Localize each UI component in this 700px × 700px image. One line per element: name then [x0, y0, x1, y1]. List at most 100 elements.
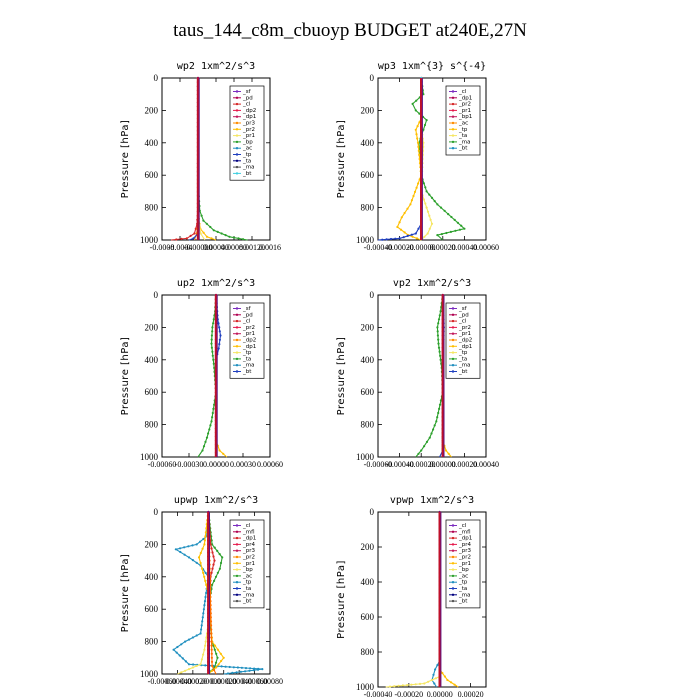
- data-point: [211, 416, 214, 419]
- data-point: [436, 330, 439, 333]
- legend-marker: [235, 364, 239, 367]
- legend-marker: [235, 165, 239, 169]
- data-point: [199, 551, 202, 555]
- data-point: [192, 237, 195, 240]
- data-point: [211, 326, 214, 329]
- y-tick-label: 200: [145, 322, 159, 332]
- legend-label: _pr3: [458, 548, 472, 554]
- chart-panel: wp3 1xm^{3} s^{-4} Pressure [hPa] 0 200 400 6…: [336, 61, 499, 252]
- data-point: [252, 669, 255, 672]
- data-point: [413, 190, 417, 193]
- x-tick-label: 0.00080: [257, 677, 283, 686]
- legend-label: _ta: [242, 586, 251, 592]
- data-point: [430, 678, 434, 682]
- data-point: [428, 214, 431, 217]
- x-tick-label: -0.00020: [407, 460, 436, 469]
- data-point: [203, 543, 206, 546]
- x-tick-label: -0.00030: [175, 460, 204, 469]
- legend-label: _ta: [458, 133, 467, 139]
- x-tick-label: 0.00040: [451, 243, 477, 252]
- x-tick-label: -0.00020: [395, 690, 424, 699]
- data-point: [437, 342, 440, 345]
- y-tick-label: 1000: [140, 669, 159, 679]
- data-point: [458, 228, 461, 231]
- data-point: [175, 238, 178, 241]
- legend-label: _bt: [458, 146, 468, 152]
- data-point: [422, 198, 425, 201]
- y-tick-label: 600: [145, 604, 159, 614]
- legend-marker: [235, 140, 239, 144]
- data-point: [215, 652, 218, 655]
- legend-label: _bp: [458, 567, 469, 573]
- legend-marker: [451, 147, 455, 150]
- legend-label: _pr1: [458, 108, 471, 114]
- legend-marker: [235, 574, 239, 578]
- legend-marker: [451, 338, 455, 342]
- data-point: [212, 229, 215, 232]
- data-point: [213, 366, 216, 369]
- data-point: [426, 232, 429, 235]
- legend-label: _ac: [458, 573, 468, 579]
- data-point: [439, 399, 442, 402]
- legend-marker: [451, 568, 455, 571]
- data-point: [201, 547, 204, 550]
- data-point: [195, 561, 198, 564]
- data-point: [205, 583, 208, 587]
- legend-label: _cl: [458, 89, 467, 95]
- y-tick-label: 200: [361, 322, 375, 332]
- data-point: [193, 232, 196, 235]
- legend-label: _tp: [458, 580, 468, 586]
- legend-label: _sf: [242, 89, 252, 95]
- data-point: [454, 229, 457, 232]
- legend-label: _ma: [458, 363, 470, 369]
- y-tick-label: 1000: [356, 682, 375, 692]
- y-tick-label: 800: [361, 203, 375, 213]
- data-point: [210, 237, 213, 240]
- data-point: [415, 186, 418, 189]
- data-point: [204, 664, 207, 667]
- x-tick-label: 0.00060: [257, 460, 283, 469]
- legend-label: _sf: [458, 306, 468, 312]
- x-tick-label: 0.00040: [473, 460, 499, 469]
- data-point: [422, 182, 425, 185]
- data-point: [415, 99, 418, 102]
- legend-label: _pr3: [242, 548, 256, 554]
- data-point: [399, 228, 403, 231]
- legend-label: _dp2: [242, 108, 256, 114]
- y-tick-label: 0: [154, 73, 159, 83]
- data-point: [204, 644, 207, 647]
- data-point: [202, 445, 206, 448]
- data-point: [210, 640, 213, 643]
- data-point: [398, 237, 401, 240]
- data-point: [210, 644, 213, 647]
- x-tick-label: 0.00020: [451, 460, 477, 469]
- data-point: [425, 206, 428, 209]
- data-point: [381, 238, 384, 241]
- data-point: [428, 227, 431, 230]
- data-point: [426, 210, 430, 213]
- data-point: [418, 682, 422, 686]
- legend-marker: [235, 351, 239, 354]
- data-point: [388, 685, 392, 688]
- data-point: [185, 237, 188, 240]
- data-point: [209, 424, 212, 427]
- data-point: [204, 531, 207, 534]
- chart-panel: upwp 1xm^2/s^3 Pressure [hPa] 0 200 400 600 80…: [120, 495, 283, 686]
- data-point: [209, 612, 212, 615]
- legend-marker: [451, 121, 455, 125]
- data-point: [211, 567, 214, 570]
- data-point: [208, 428, 211, 431]
- legend-label: _ma: [242, 592, 254, 598]
- data-point: [224, 665, 227, 668]
- data-point: [210, 632, 213, 635]
- legend-marker: [235, 96, 239, 100]
- x-tick-label: 0.00000: [203, 460, 229, 469]
- data-point: [218, 449, 221, 452]
- data-point: [438, 350, 441, 353]
- data-point: [218, 338, 221, 341]
- legend-label: _pr2: [458, 102, 471, 108]
- data-point: [414, 683, 417, 686]
- data-point: [212, 322, 215, 325]
- data-point: [414, 232, 417, 235]
- legend-marker: [451, 574, 455, 578]
